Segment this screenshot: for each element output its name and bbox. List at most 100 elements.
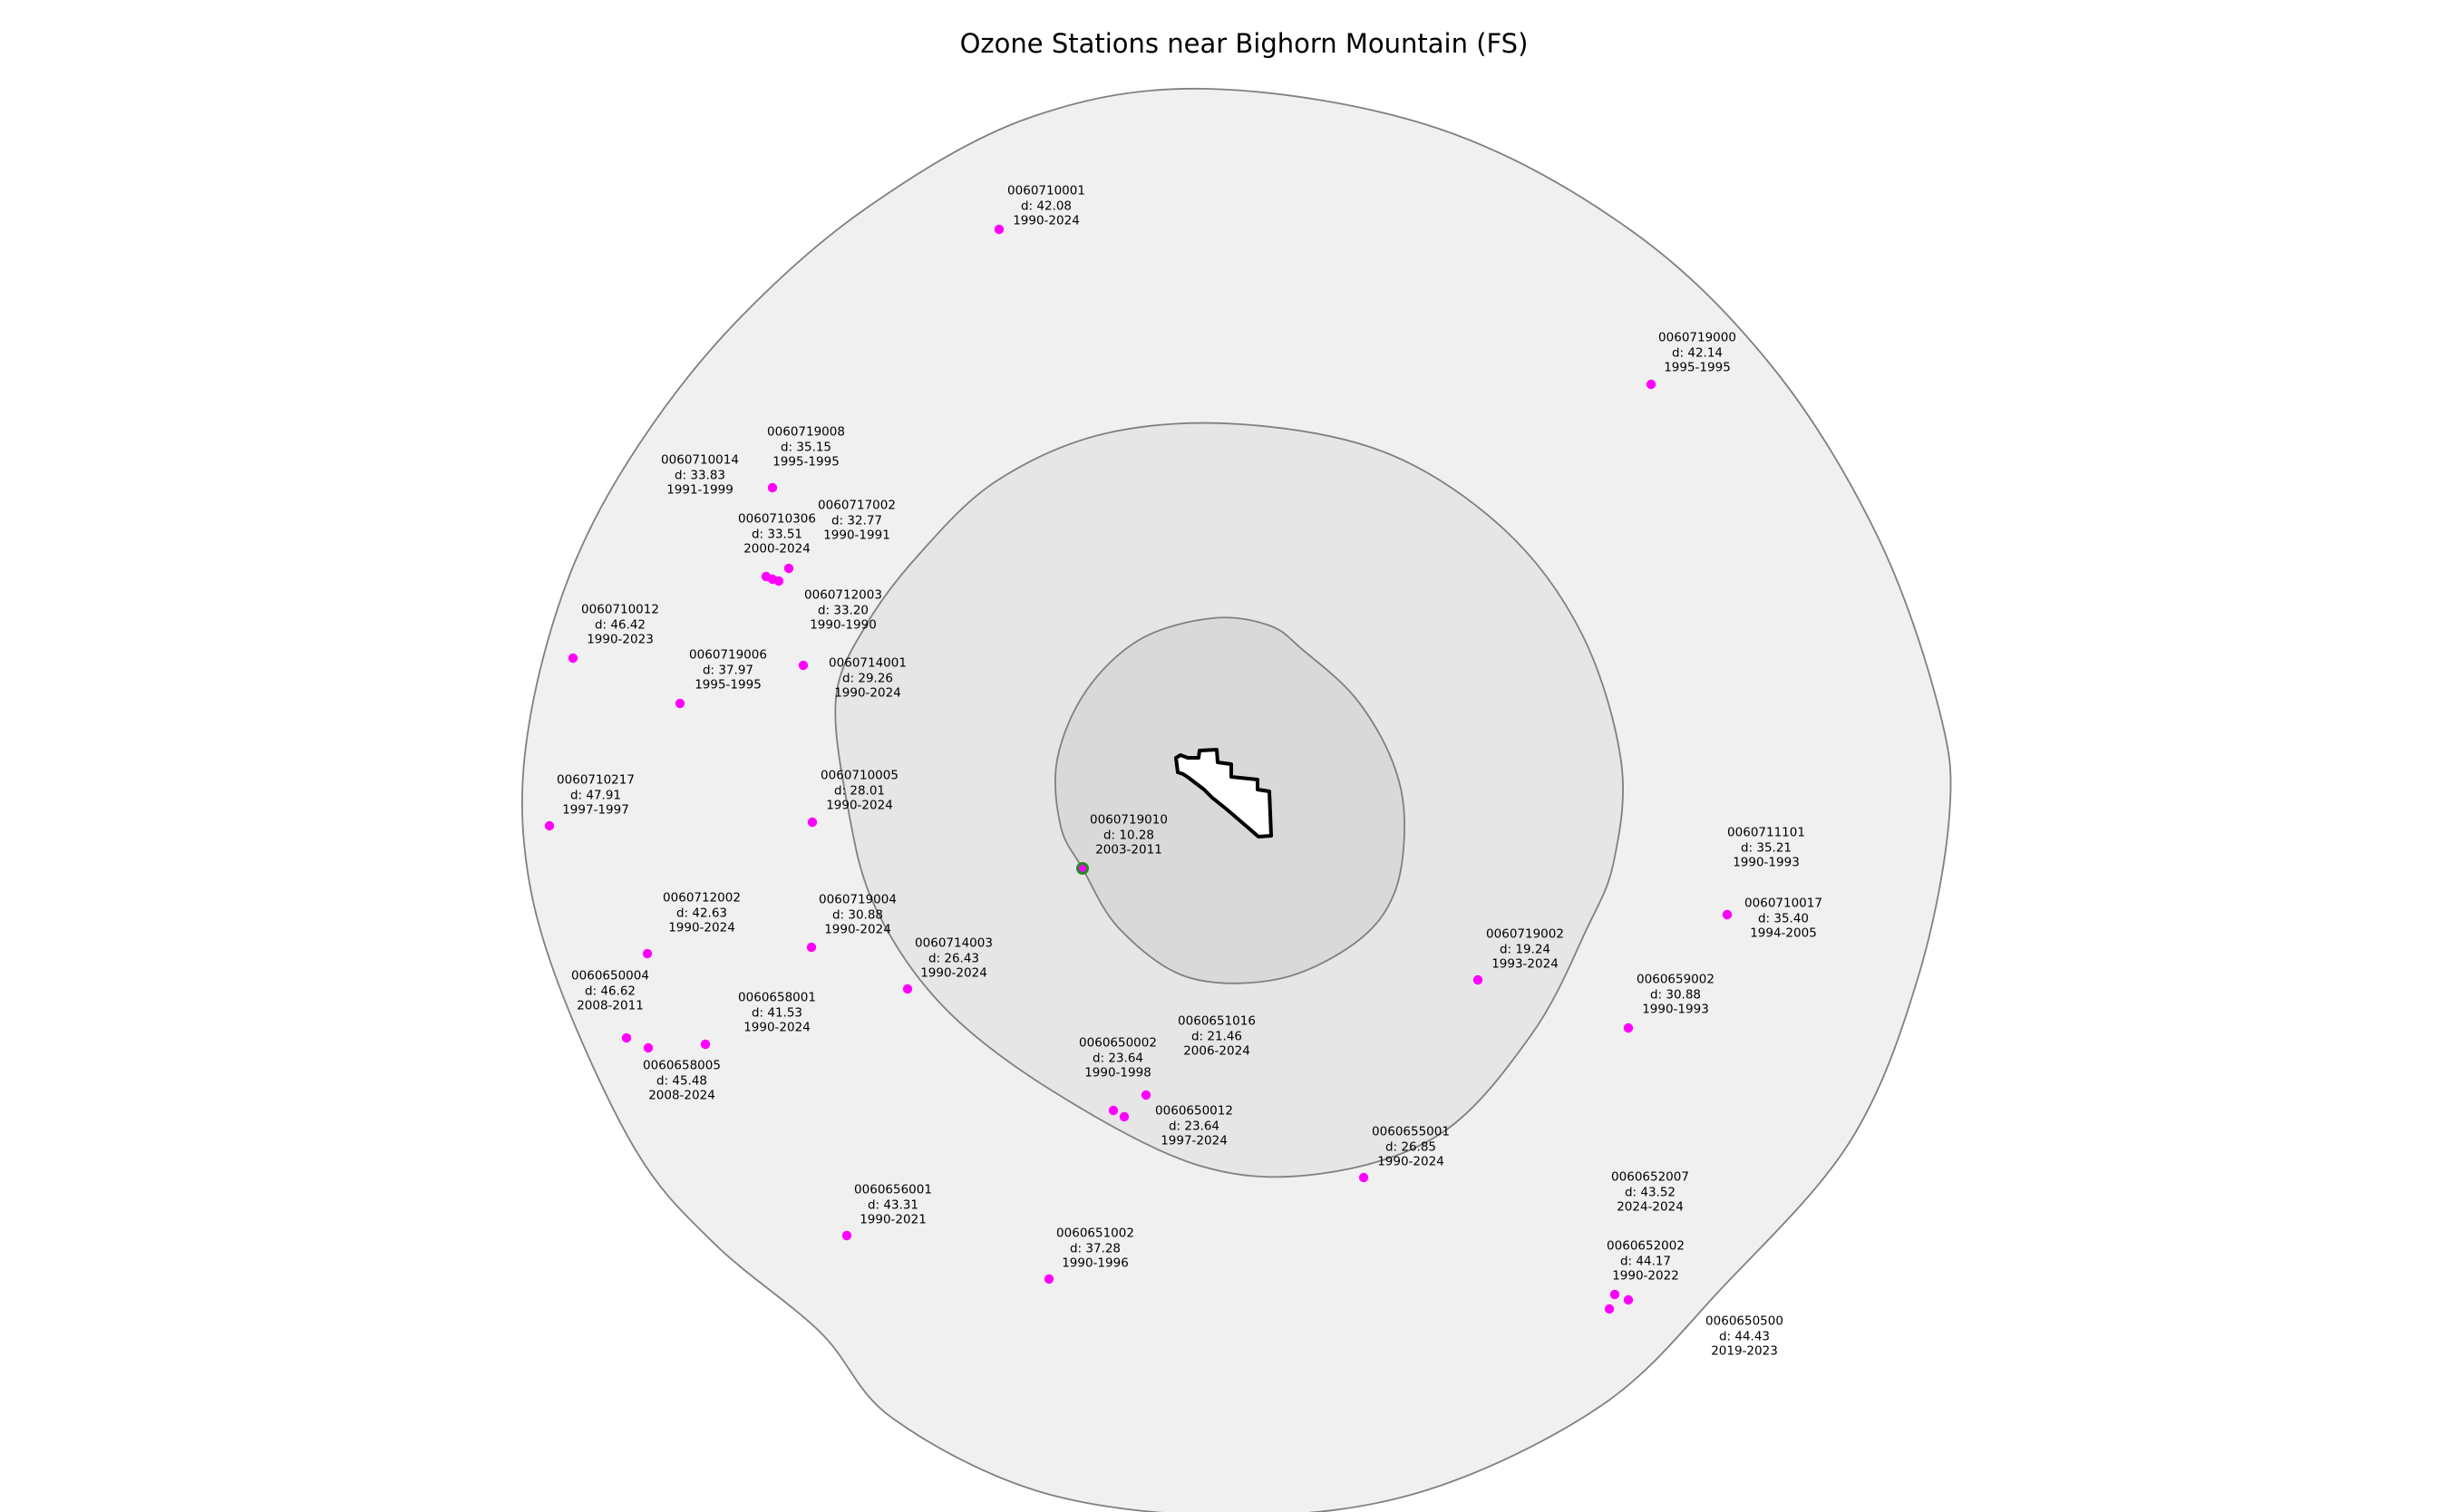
station-label-line: 1995-1995 xyxy=(1664,360,1731,375)
station-label-line: 0060710017 xyxy=(1744,896,1822,911)
station-label-line: 1990-2024 xyxy=(824,922,891,937)
station-label: 0060655001 d: 26.85 1990-2024 xyxy=(1372,1124,1450,1169)
station-label: 0060714001 d: 29.26 1990-2024 xyxy=(829,655,907,701)
station-label: 0060719010 d: 10.28 2003-2011 xyxy=(1090,812,1168,858)
station-label-line: 1990-2024 xyxy=(920,965,987,981)
station-label-line: d: 28.01 xyxy=(833,782,886,798)
station-label-line: d: 43.31 xyxy=(867,1197,919,1212)
station-point xyxy=(1358,1172,1369,1183)
station-label-line: d: 26.85 xyxy=(1384,1139,1437,1154)
station-point xyxy=(1044,1274,1054,1284)
station-label-line: d: 42.14 xyxy=(1671,344,1724,360)
station-label-line: 1990-2024 xyxy=(743,1020,811,1035)
station-label: 0060650012 d: 23.64 1997-2024 xyxy=(1155,1103,1233,1149)
station-point xyxy=(773,576,784,586)
station-label: 0060658005 d: 45.48 2008-2024 xyxy=(643,1058,721,1103)
station-label: 0060651002 d: 37.28 1990-1996 xyxy=(1056,1226,1134,1271)
station-label: 0060659002 d: 30.88 1990-1993 xyxy=(1637,972,1715,1017)
station-point xyxy=(807,817,818,828)
station-label-line: 0060650500 xyxy=(1705,1313,1783,1329)
station-label-line: 1994-2005 xyxy=(1750,926,1817,941)
station-label-line: 1990-1991 xyxy=(823,528,890,543)
station-label-line: 0060658005 xyxy=(643,1058,721,1073)
station-point xyxy=(1108,1105,1119,1116)
station-label-line: 2008-2011 xyxy=(577,998,644,1013)
station-label-line: 0060650004 xyxy=(571,968,649,984)
station-label-line: 0060719008 xyxy=(767,424,845,440)
station-label-line: 2019-2023 xyxy=(1711,1343,1778,1359)
station-point xyxy=(700,1039,711,1050)
station-point xyxy=(621,1032,632,1043)
station-label-line: 0060652007 xyxy=(1611,1169,1689,1185)
station-label-line: 0060714003 xyxy=(915,935,993,951)
station-point xyxy=(783,563,794,574)
station-label: 0060719004 d: 30.88 1990-2024 xyxy=(819,892,897,937)
station-label-line: d: 29.26 xyxy=(841,670,894,685)
station-point-highlighted xyxy=(1076,862,1089,875)
station-label-line: d: 47.91 xyxy=(569,787,622,802)
station-label-line: d: 37.97 xyxy=(702,662,754,677)
station-label-line: 0060712003 xyxy=(804,587,882,603)
station-label-line: 1997-1997 xyxy=(562,802,629,818)
station-label-line: d: 23.64 xyxy=(1092,1050,1144,1065)
station-label-line: 1990-2022 xyxy=(1612,1268,1679,1284)
station-label: 0060658001 d: 41.53 1990-2024 xyxy=(738,990,816,1035)
station-label-line: 1990-2024 xyxy=(668,920,735,935)
station-label: 0060719008 d: 35.15 1995-1995 xyxy=(767,424,845,470)
station-point xyxy=(1722,909,1733,920)
station-label-line: 0060717002 xyxy=(818,498,896,513)
station-label-line: 2006-2024 xyxy=(1183,1043,1250,1059)
station-point xyxy=(798,660,809,671)
station-label-line: 0060651002 xyxy=(1056,1226,1134,1241)
station-label-line: d: 33.51 xyxy=(751,526,803,541)
station-label: 0060719002 d: 19.24 1993-2024 xyxy=(1486,926,1564,972)
station-label-line: 1990-2024 xyxy=(834,685,901,701)
station-point xyxy=(841,1230,852,1241)
station-label-line: 2003-2011 xyxy=(1095,842,1162,858)
station-label-line: 1995-1995 xyxy=(772,454,840,470)
station-point xyxy=(1609,1289,1620,1300)
station-label-line: 1990-1998 xyxy=(1084,1065,1151,1081)
station-label: 0060717002 d: 32.77 1990-1991 xyxy=(818,498,896,543)
station-label-line: 0060651016 xyxy=(1178,1013,1256,1029)
station-label-line: 0060719004 xyxy=(819,892,897,907)
station-point xyxy=(1604,1304,1615,1314)
station-label: 0060651016 d: 21.46 2006-2024 xyxy=(1178,1013,1256,1059)
station-label-line: 1990-1993 xyxy=(1642,1002,1709,1017)
station-point xyxy=(806,942,817,953)
station-label-line: 0060710012 xyxy=(581,602,659,617)
station-label-line: d: 37.28 xyxy=(1069,1240,1122,1255)
station-label: 0060710017 d: 35.40 1994-2005 xyxy=(1744,896,1822,941)
station-label-line: 0060710014 xyxy=(661,452,739,468)
station-label: 0060712002 d: 42.63 1990-2024 xyxy=(663,890,741,935)
station-label-line: d: 35.15 xyxy=(780,439,832,454)
station-label-line: d: 44.17 xyxy=(1619,1253,1672,1268)
station-point xyxy=(675,698,685,709)
station-label-line: 1990-1993 xyxy=(1733,855,1800,870)
station-label-line: d: 33.83 xyxy=(674,467,726,482)
station-label-line: d: 44.43 xyxy=(1718,1328,1771,1343)
station-label: 0060711101 d: 35.21 1990-1993 xyxy=(1727,825,1805,870)
station-label-line: d: 35.21 xyxy=(1740,839,1792,855)
station-label-line: d: 42.63 xyxy=(675,905,728,920)
station-label-line: d: 10.28 xyxy=(1103,827,1155,842)
station-label-line: 1995-1995 xyxy=(695,677,762,693)
station-point xyxy=(1623,1023,1634,1033)
station-point xyxy=(1646,379,1656,390)
station-point xyxy=(643,1042,654,1053)
station-label-line: 1990-1996 xyxy=(1062,1255,1129,1271)
station-label: 0060710001 d: 42.08 1990-2024 xyxy=(1007,183,1085,228)
station-label-line: 0060656001 xyxy=(854,1182,932,1197)
station-label-line: d: 43.52 xyxy=(1624,1184,1676,1199)
station-label-line: d: 41.53 xyxy=(751,1004,803,1020)
station-label: 0060710012 d: 46.42 1990-2023 xyxy=(581,602,659,647)
station-label-line: 1990-2023 xyxy=(587,632,654,647)
bighorn-mountain-boundary xyxy=(1174,748,1273,838)
station-label-line: 0060719006 xyxy=(689,647,767,663)
station-label-line: d: 45.48 xyxy=(656,1072,708,1088)
station-label-line: 0060719000 xyxy=(1658,330,1736,345)
station-label: 0060710014 d: 33.83 1991-1999 xyxy=(661,452,739,498)
station-label-line: 0060652002 xyxy=(1607,1238,1685,1254)
station-label-line: 0060710001 xyxy=(1007,183,1085,199)
station-label-line: 1997-2024 xyxy=(1161,1133,1228,1149)
